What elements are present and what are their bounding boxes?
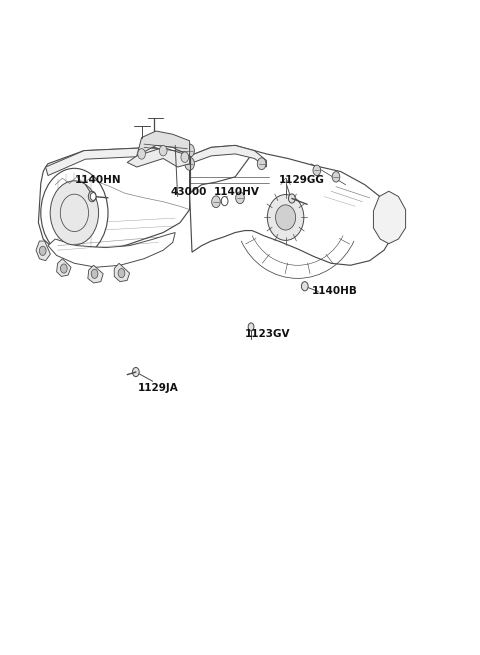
Text: 1129GG: 1129GG xyxy=(278,175,324,185)
Text: 43000: 43000 xyxy=(170,187,207,196)
Polygon shape xyxy=(137,131,190,156)
Circle shape xyxy=(185,144,194,157)
Circle shape xyxy=(159,145,167,156)
Polygon shape xyxy=(190,145,266,167)
Circle shape xyxy=(90,193,96,200)
Circle shape xyxy=(288,194,295,203)
Circle shape xyxy=(257,158,266,170)
Circle shape xyxy=(118,269,125,278)
Circle shape xyxy=(313,165,321,176)
Ellipse shape xyxy=(50,181,98,245)
Circle shape xyxy=(138,149,145,159)
Circle shape xyxy=(185,157,194,170)
Polygon shape xyxy=(373,191,406,244)
Ellipse shape xyxy=(41,168,108,257)
Circle shape xyxy=(236,192,244,204)
Polygon shape xyxy=(190,145,269,204)
Circle shape xyxy=(248,323,254,331)
Text: 1140HB: 1140HB xyxy=(312,286,358,297)
Polygon shape xyxy=(48,233,175,267)
Text: 1140HN: 1140HN xyxy=(74,175,121,185)
Circle shape xyxy=(212,196,220,208)
Text: 1140HV: 1140HV xyxy=(214,187,260,196)
Polygon shape xyxy=(57,259,71,276)
Circle shape xyxy=(221,196,228,206)
Polygon shape xyxy=(36,241,50,261)
Ellipse shape xyxy=(276,205,296,230)
Circle shape xyxy=(301,282,308,291)
Polygon shape xyxy=(46,147,190,176)
Polygon shape xyxy=(114,263,130,282)
Ellipse shape xyxy=(267,195,304,240)
Polygon shape xyxy=(38,147,190,255)
Polygon shape xyxy=(88,265,103,283)
Circle shape xyxy=(181,152,189,162)
Circle shape xyxy=(39,246,46,255)
Text: 1129JA: 1129JA xyxy=(138,383,179,393)
Circle shape xyxy=(132,367,139,377)
Polygon shape xyxy=(190,151,394,265)
Circle shape xyxy=(88,191,96,202)
Circle shape xyxy=(91,269,98,278)
Text: 1123GV: 1123GV xyxy=(245,329,290,339)
Polygon shape xyxy=(127,147,190,167)
Circle shape xyxy=(60,264,67,273)
Circle shape xyxy=(332,172,340,182)
